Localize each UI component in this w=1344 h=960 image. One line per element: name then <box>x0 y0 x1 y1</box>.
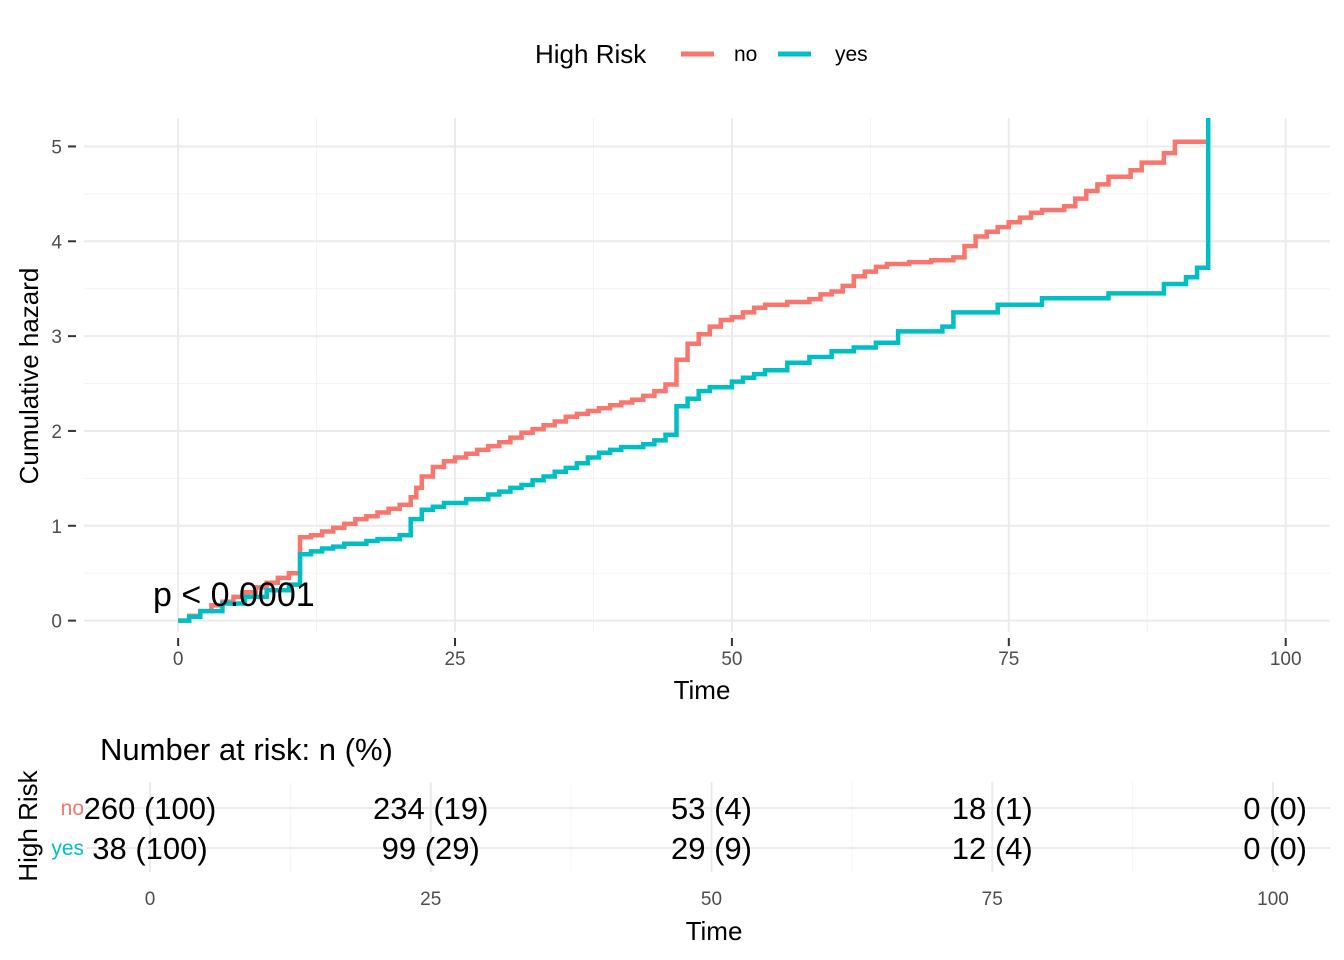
risk-cell: 99 (29) <box>382 831 480 866</box>
risk-cell: 234 (19) <box>373 791 488 826</box>
risk-table: Number at risk: n (%) 260 (100) 234 (19) 5… <box>13 732 1330 946</box>
risk-cell: 18 (1) <box>952 791 1033 826</box>
risk-table-title: Number at risk: n (%) <box>100 732 393 767</box>
risk-cell: 260 (100) <box>84 791 217 826</box>
risk-cell: 53 (4) <box>671 791 752 826</box>
series-line-no <box>178 139 1209 623</box>
risk-x-tick-label: 0 <box>145 889 156 910</box>
main-grid <box>84 118 1330 632</box>
series-line-yes <box>178 118 1211 623</box>
risk-strata-label-no: no <box>61 797 84 820</box>
risk-strata-labels: no yes <box>51 797 84 860</box>
p-value-annotation: p < 0.0001 <box>153 576 315 614</box>
risk-cell: 0 (0) <box>1243 831 1307 866</box>
x-tick-label: 50 <box>721 649 742 670</box>
risk-strata-label-yes: yes <box>51 837 84 860</box>
y-tick-label: 2 <box>51 422 62 443</box>
legend-label-no: no <box>734 43 757 66</box>
risk-grid <box>86 782 1330 872</box>
risk-x-axis-title: Time <box>686 916 743 946</box>
y-tick-label: 3 <box>51 327 62 348</box>
risk-x-tick-label: 25 <box>420 889 441 910</box>
legend-label-yes: yes <box>835 43 868 66</box>
y-axis-ticks: 0 1 2 3 4 5 <box>51 137 76 633</box>
x-axis-ticks: 0 25 50 75 100 <box>173 638 1302 670</box>
x-tick-label: 75 <box>998 649 1019 670</box>
y-tick-label: 1 <box>51 517 62 538</box>
risk-x-tick-label: 50 <box>701 889 722 910</box>
risk-cell: 0 (0) <box>1243 791 1307 826</box>
legend: High Risk no yes <box>535 39 868 69</box>
x-tick-label: 0 <box>173 649 184 670</box>
risk-x-tick-label: 100 <box>1257 889 1289 910</box>
x-axis-title: Time <box>674 675 731 705</box>
risk-cell: 12 (4) <box>952 831 1033 866</box>
y-tick-label: 0 <box>51 612 62 633</box>
risk-cell: 29 (9) <box>671 831 752 866</box>
x-tick-label: 100 <box>1270 649 1302 670</box>
risk-x-tick-label: 75 <box>982 889 1003 910</box>
risk-x-ticks: 0 25 50 75 100 <box>145 889 1289 910</box>
hazard-plot: 0 1 2 3 4 5 0 25 50 75 100 p < 0.0001 Time Cumula… <box>14 118 1330 705</box>
risk-cell: 38 (100) <box>92 831 207 866</box>
series-lines <box>178 118 1211 623</box>
legend-title: High Risk <box>535 39 647 69</box>
y-tick-label: 5 <box>51 137 62 158</box>
risk-y-axis-title: High Risk <box>13 769 43 881</box>
y-axis-title: Cumulative hazard <box>14 268 44 485</box>
risk-cells: 260 (100) 234 (19) 53 (4) 18 (1) 0 (0) 38 (10… <box>84 791 1307 866</box>
x-tick-label: 25 <box>444 649 465 670</box>
y-tick-label: 4 <box>51 232 62 253</box>
